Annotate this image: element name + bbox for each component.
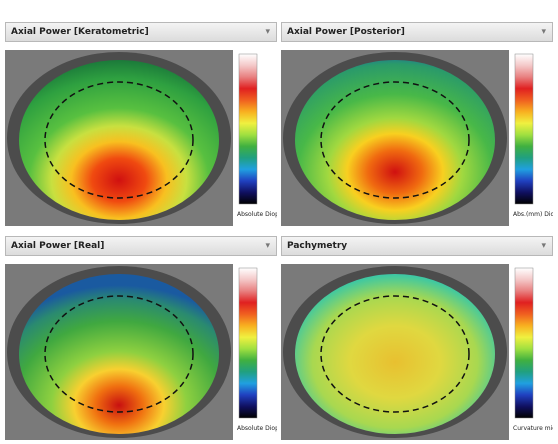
color-map xyxy=(295,274,495,434)
panel-title-bar[interactable]: Axial Power [Keratometric] ▾ xyxy=(5,22,277,42)
color-map xyxy=(295,60,495,220)
color-map xyxy=(19,274,219,434)
dropdown-arrow[interactable]: ▾ xyxy=(265,237,270,255)
dropdown-arrow[interactable]: ▾ xyxy=(265,23,270,41)
scale-caption: Absolute Diop xyxy=(237,425,277,432)
map-panel: Pachymetry ▾ Curvature micron xyxy=(281,236,553,442)
panel-title: Axial Power [Keratometric] xyxy=(11,27,149,37)
map: Absolute Diop xyxy=(5,264,277,440)
color-scale xyxy=(239,268,257,418)
map-panel: Axial Power [Posterior] ▾ Abs.(mm) Diop xyxy=(281,22,553,228)
panel-title: Pachymetry xyxy=(287,241,347,251)
panel-title: Axial Power [Posterior] xyxy=(287,27,405,37)
map-panel: Axial Power [Real] ▾ Absolute Diop xyxy=(5,236,277,442)
map-panel: Axial Power [Keratometric] ▾ Absolute Diop xyxy=(5,22,277,228)
color-map xyxy=(19,60,219,220)
map: Abs.(mm) Diop xyxy=(281,50,553,226)
color-scale xyxy=(515,54,533,204)
dropdown-arrow[interactable]: ▾ xyxy=(541,23,546,41)
color-scale xyxy=(515,268,533,418)
panel-title-bar[interactable]: Pachymetry ▾ xyxy=(281,236,553,256)
panel-title-bar[interactable]: Axial Power [Posterior] ▾ xyxy=(281,22,553,42)
dropdown-arrow[interactable]: ▾ xyxy=(541,237,546,255)
scale-caption: Absolute Diop xyxy=(237,211,277,218)
map: Absolute Diop xyxy=(5,50,277,226)
screen: Axial Power [Keratometric] ▾ Absolute Diop… xyxy=(0,0,558,444)
scale-caption: Abs.(mm) Diop xyxy=(513,211,553,218)
scale-caption: Curvature micron xyxy=(513,425,553,432)
color-scale xyxy=(239,54,257,204)
map: Curvature micron xyxy=(281,264,553,440)
panel-title-bar[interactable]: Axial Power [Real] ▾ xyxy=(5,236,277,256)
panel-title: Axial Power [Real] xyxy=(11,241,104,251)
